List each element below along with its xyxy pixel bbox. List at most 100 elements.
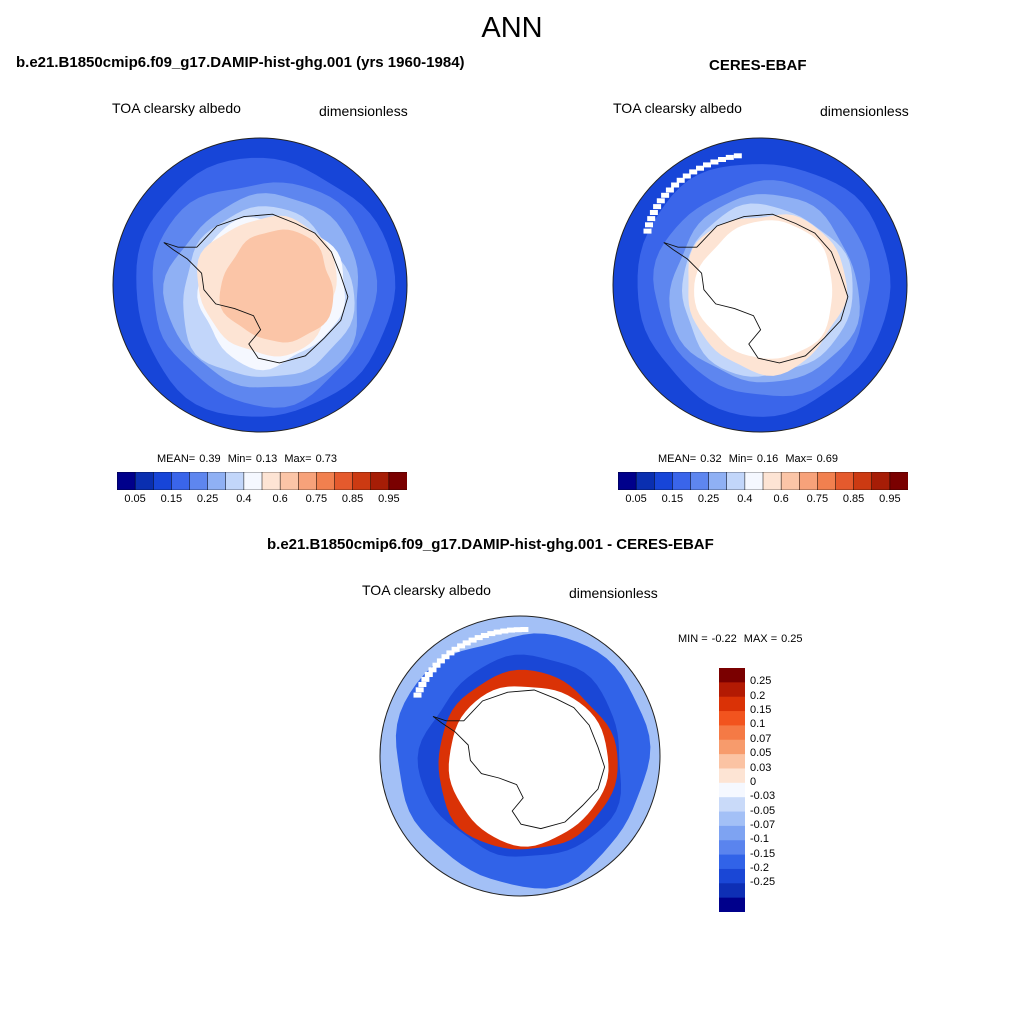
colorbar-swatch — [719, 883, 745, 899]
panel3-units-label: dimensionless — [569, 585, 658, 601]
colorbar-swatch — [243, 472, 263, 490]
panel2-max-value: 0.69 — [816, 453, 838, 465]
colorbar-swatch — [817, 472, 837, 490]
colorbar-swatch — [618, 472, 637, 490]
colorbar-swatch — [153, 472, 173, 490]
colorbar-tick-label: -0.07 — [750, 818, 776, 831]
colorbar-tick-label: 0.1 — [750, 718, 766, 731]
colorbar-tick-label: 0.4 — [236, 493, 252, 505]
panel1-variable-label: TOA clearsky albedo — [112, 100, 241, 116]
colorbar-swatch — [719, 825, 745, 841]
missing-data-cell — [480, 633, 489, 638]
colorbar-tick-label: -0.25 — [750, 876, 776, 889]
missing-data-cell — [446, 650, 455, 656]
colorbar-swatch — [889, 472, 908, 490]
panel2-colorbar-ticks: 0.05 0.15 0.25 0.4 0.6 0.75 0.85 0.95 — [618, 493, 908, 507]
colorbar-swatch — [762, 472, 782, 490]
colorbar-tick-label: 0.4 — [737, 493, 753, 505]
panel3-map — [379, 615, 661, 897]
missing-data-cell — [520, 627, 529, 632]
missing-data-cell — [413, 692, 422, 698]
panel3-colorbar-ticks: 0.25 0.2 0.15 0.1 0.07 0.05 0.03 0 -0.03 -0.05 -0.… — [750, 668, 810, 912]
colorbar-swatch — [719, 768, 745, 784]
colorbar-tick-label: 0.05 — [625, 493, 647, 505]
colorbar-swatch — [744, 472, 764, 490]
panel2-mean-value: 0.32 — [700, 453, 722, 465]
missing-data-cell — [418, 682, 427, 687]
colorbar-tick-label: 0.25 — [697, 493, 720, 505]
missing-data-cell — [500, 628, 509, 634]
missing-data-cell — [432, 662, 441, 668]
missing-data-cell — [462, 640, 471, 646]
colorbar-tick-label: 0.15 — [661, 493, 684, 505]
missing-data-cell — [696, 165, 704, 171]
antarctica-coastline — [663, 213, 849, 364]
colorbar-swatch — [635, 472, 655, 490]
colorbar-tick-label: 0.75 — [305, 493, 328, 505]
colorbar-tick-label: 0.15 — [160, 493, 183, 505]
colorbar-swatch — [719, 854, 745, 870]
missing-data-cell — [718, 157, 726, 162]
colorbar-swatch — [719, 897, 745, 912]
colorbar-swatch — [719, 711, 745, 726]
missing-data-cell — [703, 162, 711, 168]
missing-data-cell — [513, 627, 522, 633]
panel3-min-value: -0.22 — [711, 633, 737, 645]
panel1-colorbar — [117, 472, 407, 490]
panel2-units-label: dimensionless — [820, 103, 909, 119]
colorbar-swatch — [672, 472, 692, 490]
missing-data-cell — [710, 159, 719, 165]
colorbar-swatch — [134, 472, 154, 490]
missing-data-cell — [474, 635, 483, 641]
panel2-variable-label: TOA clearsky albedo — [613, 100, 742, 116]
panel1-mean-value: 0.39 — [199, 453, 221, 465]
panel2-min-value: 0.16 — [756, 453, 779, 465]
colorbar-swatch — [719, 739, 745, 755]
missing-data-cell — [441, 654, 450, 660]
colorbar-tick-label: 0.07 — [750, 732, 772, 745]
colorbar-swatch — [719, 696, 745, 712]
colorbar-tick-label: 0.25 — [196, 493, 219, 505]
colorbar-swatch — [853, 472, 873, 490]
colorbar-tick-label: -0.15 — [750, 847, 776, 860]
colorbar-swatch — [279, 472, 299, 490]
missing-data-cell — [428, 667, 437, 673]
colorbar-tick-label: 0.15 — [750, 704, 772, 717]
panel2-title: CERES-EBAF — [709, 57, 807, 74]
figure-title: ANN — [481, 12, 543, 44]
missing-data-cell — [682, 173, 691, 179]
colorbar-swatch — [871, 472, 891, 490]
colorbar-tick-label: 0.05 — [124, 493, 146, 505]
missing-data-cell — [421, 676, 430, 682]
panel2-colorbar — [618, 472, 908, 490]
panel3-min-label: MIN = — [678, 633, 708, 645]
colorbar-swatch — [719, 782, 745, 798]
panel3-colorbar — [719, 668, 745, 912]
colorbar-tick-label: 0.05 — [750, 747, 772, 760]
panel3-max-label: MAX = — [743, 633, 778, 645]
colorbar-swatch — [334, 472, 354, 490]
map-boundary — [379, 615, 661, 897]
colorbar-tick-label: 0.95 — [879, 493, 901, 505]
colorbar-swatch — [835, 472, 855, 490]
missing-data-cell — [457, 643, 466, 649]
panel1-map — [112, 137, 408, 433]
panel3-title: b.e21.B1850cmip6.f09_g17.DAMIP-hist-ghg.… — [267, 536, 714, 553]
colorbar-swatch — [799, 472, 819, 490]
panel1-stats: MEAN= 0.39 Min= 0.13 Max= 0.73 — [157, 453, 341, 465]
map-band-no-data — [694, 220, 833, 359]
colorbar-swatch — [719, 754, 745, 769]
missing-data-cell — [689, 169, 698, 175]
colorbar-swatch — [719, 868, 745, 884]
panel2-mean-label: MEAN= — [658, 453, 697, 465]
panel1-units-label: dimensionless — [319, 103, 408, 119]
missing-data-cell — [656, 198, 665, 204]
colorbar-tick-label: -0.05 — [750, 804, 776, 817]
missing-data-cell — [649, 210, 658, 215]
colorbar-swatch — [261, 472, 281, 490]
colorbar-swatch — [654, 472, 674, 490]
map-boundary — [612, 137, 908, 433]
panel1-max-label: Max= — [284, 453, 312, 465]
missing-data-cell — [643, 228, 652, 234]
colorbar-tick-label: 0.85 — [341, 493, 364, 505]
